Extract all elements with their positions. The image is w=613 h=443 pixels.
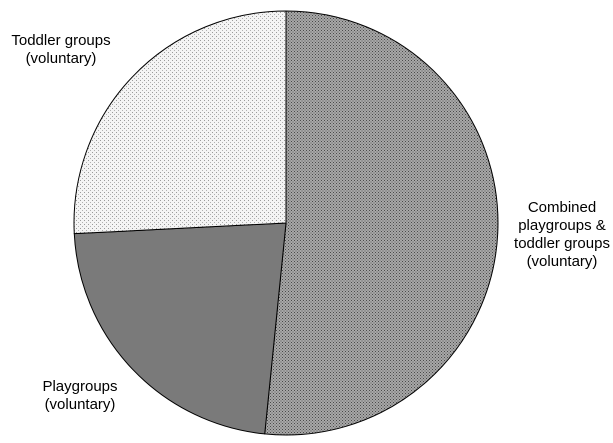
slice-label-line: (voluntary) <box>45 396 116 413</box>
pie-slice-1 <box>73 222 287 435</box>
pie-labels: Combined playgroups & toddler groups (volun… <box>11 32 610 413</box>
slice-label-line: (voluntary) <box>26 50 97 67</box>
pie-slices <box>73 10 499 436</box>
slice-label-0: Combined playgroups & toddler groups (volun… <box>514 199 610 270</box>
slice-label-line: playgroups & <box>518 217 606 234</box>
slice-label-line: Combined <box>528 199 596 216</box>
slice-label-2: Toddler groups (voluntary) <box>11 32 110 67</box>
pie-slice-0 <box>264 10 499 436</box>
pie-slice-2 <box>73 10 287 235</box>
slice-label-1: Playgroups (voluntary) <box>42 378 117 413</box>
slice-label-line: toddler groups <box>514 235 610 252</box>
slice-label-line: Toddler groups <box>11 32 110 49</box>
slice-label-line: (voluntary) <box>527 253 598 270</box>
slice-label-line: Playgroups <box>42 378 117 395</box>
